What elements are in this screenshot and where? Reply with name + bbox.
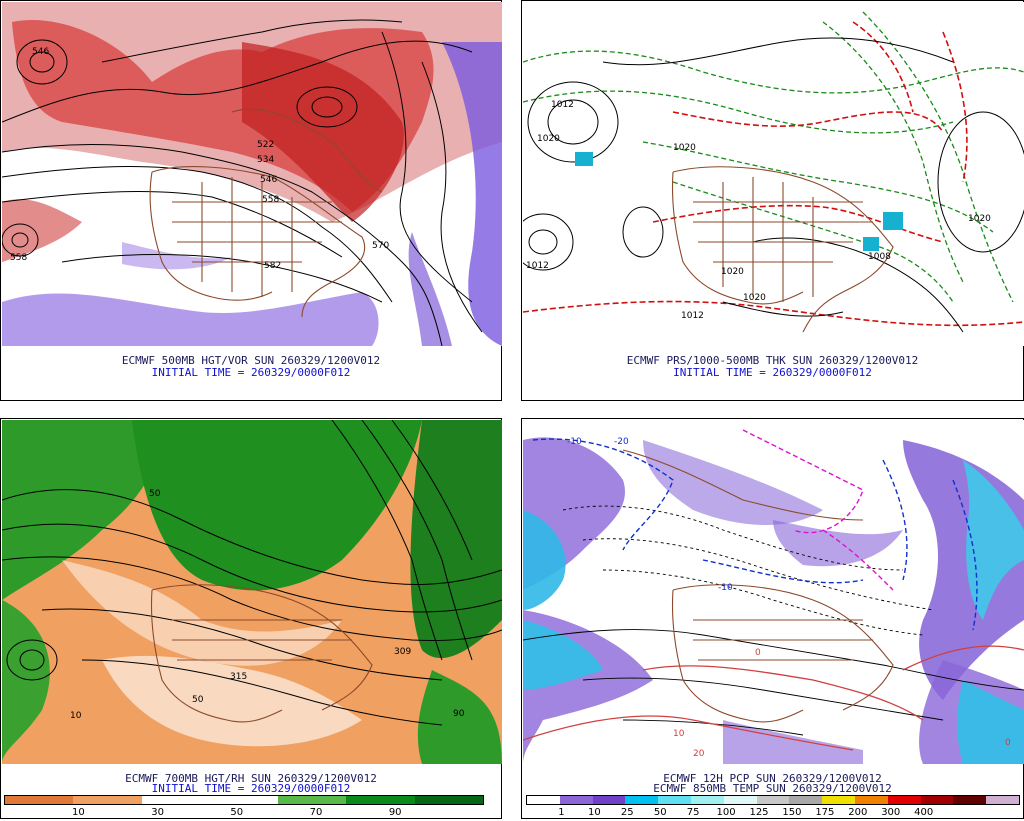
contour-label: 1020 [968, 214, 991, 224]
contour-label: 50 [192, 695, 204, 705]
contour-label: 20 [693, 749, 705, 759]
contour-label: 309 [394, 647, 411, 657]
rh-swatch [414, 796, 483, 804]
panel-500mb-hgt-vor: 546 522 534 546 558 570 582 558 ECMWF 50… [0, 0, 502, 401]
contour-label: 10 [673, 729, 685, 739]
contour-label: 1020 [673, 143, 696, 153]
rh-tick-label: 50 [230, 807, 244, 818]
pcp-swatch [789, 796, 823, 804]
contour-label: 570 [372, 241, 389, 251]
panel-700mb-hgt-rh: 309 315 50 90 10 50 ECMWF 700MB HGT/RH S… [0, 418, 502, 819]
rh-swatch [73, 796, 142, 804]
pcp-tick-label: 200 [848, 807, 868, 818]
pcp-swatch [920, 796, 954, 804]
contour-label: 1012 [681, 311, 704, 321]
pcp-color-bar-labels: 1 10 25 50 75 100 125 150 175 200 300 400 [526, 807, 1020, 821]
rh-color-bar [4, 795, 484, 805]
rh-tick-label: 70 [309, 807, 323, 818]
pcp-tick-label: 150 [782, 807, 802, 818]
contour-label: 546 [32, 47, 49, 57]
pcp-swatch [887, 796, 921, 804]
pcp-swatch [723, 796, 757, 804]
contour-label: -10 [567, 437, 582, 447]
rh-tick-label: 30 [151, 807, 164, 818]
rh-color-bar-labels: 10 30 50 70 90 [4, 807, 484, 821]
pcp-tick-label: 1 [558, 807, 565, 818]
pcp-swatch [592, 796, 626, 804]
rh-swatch [209, 796, 279, 804]
rh-swatch [346, 796, 415, 804]
contour-label: 1020 [743, 293, 766, 303]
contour-label: -10 [718, 583, 733, 593]
panel-title: ECMWF 500MB HGT/VOR SUN 260329/1200V012 [121, 354, 381, 367]
pcp-tick-label: 75 [686, 807, 700, 818]
pcp-swatch [625, 796, 659, 804]
contour-label: 558 [10, 253, 27, 263]
contour-label: 546 [260, 175, 277, 185]
pcp-tick-label: 50 [653, 807, 667, 818]
pcp-tick-label: 10 [587, 807, 601, 818]
map-500mb-vorticity: 546 522 534 546 558 570 582 558 [2, 2, 502, 346]
contour-label: 1012 [551, 100, 574, 110]
pcp-swatch [658, 796, 691, 804]
panel-subtitle: INITIAL TIME = 260329/0000F012 [673, 366, 872, 379]
map-700mb-humidity: 309 315 50 90 10 50 [2, 420, 502, 764]
rh-swatch [141, 796, 210, 804]
contour-label: -20 [614, 437, 629, 447]
pcp-swatch [559, 796, 593, 804]
contour-label: 582 [264, 261, 281, 271]
pcp-tick-label: 175 [815, 807, 835, 818]
pcp-color-bar [526, 795, 1020, 805]
pcp-swatch [822, 796, 855, 804]
pcp-swatch [690, 796, 724, 804]
pcp-swatch [986, 796, 1019, 804]
contour-label: 0 [1005, 738, 1011, 748]
contour-label: 558 [262, 195, 279, 205]
rh-tick-label: 10 [72, 807, 85, 818]
rh-swatch [5, 796, 74, 804]
panel-subtitle: INITIAL TIME = 260329/0000F012 [151, 366, 351, 379]
pcp-swatch [527, 796, 560, 804]
contour-label: 315 [230, 672, 247, 682]
panel-title: ECMWF 700MB HGT/RH SUN 260329/1200V012 [125, 772, 377, 785]
contour-label: 534 [257, 155, 274, 165]
panel-title: ECMWF 12H PCP SUN 260329/1200V012 [663, 772, 882, 785]
pcp-tick-label: 300 [881, 807, 901, 818]
panel-subtitle: INITIAL TIME = 260329/0000F012 [151, 782, 351, 795]
map-pressure-thickness: 1012 1020 1012 1020 1020 1012 1020 1008 … [523, 2, 1024, 346]
map-precip-temperature: -10 -20 -10 0 10 20 0 [523, 420, 1024, 764]
contour-label: 1020 [721, 267, 744, 277]
pcp-tick-label: 25 [620, 807, 634, 818]
contour-label: 10 [70, 711, 82, 721]
pcp-swatch [953, 796, 987, 804]
pcp-tick-label: 400 [914, 807, 934, 818]
panel-subtitle: ECMWF 850MB TEMP SUN 260329/1200V012 [653, 782, 892, 795]
contour-label: 1012 [526, 261, 549, 271]
contour-label: 50 [149, 489, 161, 499]
contour-label: 0 [755, 648, 761, 658]
pcp-swatch [756, 796, 790, 804]
contour-label: 522 [257, 140, 274, 150]
rh-swatch [278, 796, 347, 804]
pcp-swatch [854, 796, 888, 804]
pcp-tick-label: 125 [749, 807, 769, 818]
contour-label: 1008 [868, 252, 891, 262]
panel-pcp-850mb-temp: -10 -20 -10 0 10 20 0 ECMWF 12H PCP SUN … [521, 418, 1024, 819]
panel-title: ECMWF PRS/1000-500MB THK SUN 260329/1200… [626, 354, 919, 367]
pcp-tick-label: 100 [716, 807, 736, 818]
contour-label: 1020 [537, 134, 560, 144]
rh-tick-label: 90 [388, 807, 402, 818]
contour-label: 90 [453, 709, 465, 719]
panel-prs-thickness: 1012 1020 1012 1020 1020 1012 1020 1008 … [521, 0, 1024, 401]
